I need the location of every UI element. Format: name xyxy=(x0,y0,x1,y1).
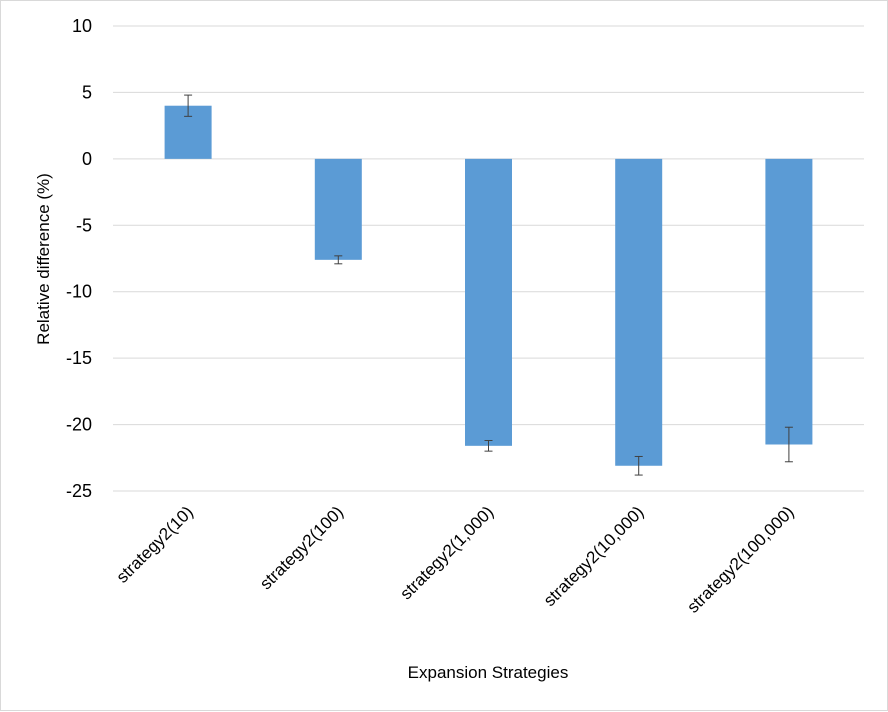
y-tick-label: 5 xyxy=(82,82,92,102)
error-bar xyxy=(484,440,493,452)
y-tick-label: -5 xyxy=(76,215,92,235)
x-category-label: strategy2(10,000) xyxy=(540,502,648,610)
bar xyxy=(615,158,663,466)
error-bar xyxy=(784,426,793,463)
y-tick-label: 0 xyxy=(82,149,92,169)
x-category-label: strategy2(10) xyxy=(113,502,197,586)
bar xyxy=(765,158,813,445)
y-tick-labels: 10 5 0 -5 -10 -15 -20 -25 xyxy=(66,16,92,501)
y-tick-label: -15 xyxy=(66,348,92,368)
error-bars xyxy=(184,94,793,476)
y-tick-label: -25 xyxy=(66,481,92,501)
y-tick-label: -20 xyxy=(66,415,92,435)
x-category-label: strategy2(100,000) xyxy=(683,502,797,616)
x-category-labels: strategy2(10) strategy2(100) strategy2(1,0… xyxy=(113,502,798,616)
x-category-label: strategy2(1,000) xyxy=(396,502,497,603)
error-bar xyxy=(334,255,343,265)
x-axis-title: Expansion Strategies xyxy=(408,663,569,682)
y-tick-label: 10 xyxy=(72,16,92,36)
error-bar xyxy=(184,94,193,117)
y-tick-label: -10 xyxy=(66,282,92,302)
error-bar xyxy=(634,455,643,476)
y-axis-title: Relative difference (%) xyxy=(34,173,53,345)
bar xyxy=(465,158,512,446)
bars xyxy=(164,105,813,466)
bar xyxy=(314,158,362,260)
x-category-label: strategy2(100) xyxy=(256,502,347,593)
